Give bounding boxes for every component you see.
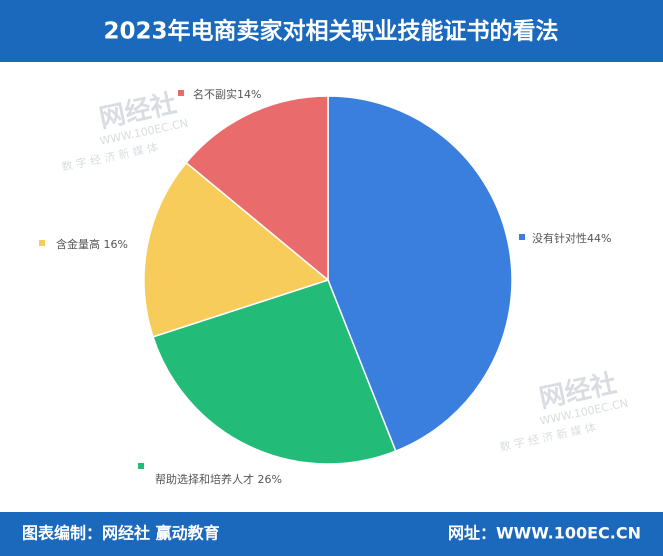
slice-label: 没有针对性44% bbox=[532, 231, 611, 245]
chart-title: 2023年电商卖家对相关职业技能证书的看法 bbox=[103, 18, 558, 45]
label-marker bbox=[39, 240, 45, 246]
pie-slice bbox=[185, 95, 329, 282]
label-marker bbox=[519, 234, 525, 240]
header-bar bbox=[0, 0, 663, 62]
slice-label: 名不副实14% bbox=[193, 87, 261, 101]
footer-bar bbox=[0, 512, 663, 556]
pie-slice bbox=[143, 161, 330, 338]
slice-label: 含金量高 16% bbox=[56, 237, 128, 251]
pie-slice bbox=[327, 95, 513, 453]
label-marker bbox=[178, 90, 184, 96]
footer-credit: 图表编制：网经社 赢动教育 bbox=[22, 524, 220, 543]
pie bbox=[143, 95, 513, 465]
pie-slice bbox=[152, 279, 397, 465]
slice-label: 帮助选择和培养人才 26% bbox=[155, 472, 282, 486]
footer-site: 网址：WWW.100EC.CN bbox=[448, 524, 641, 543]
label-marker bbox=[138, 463, 144, 469]
